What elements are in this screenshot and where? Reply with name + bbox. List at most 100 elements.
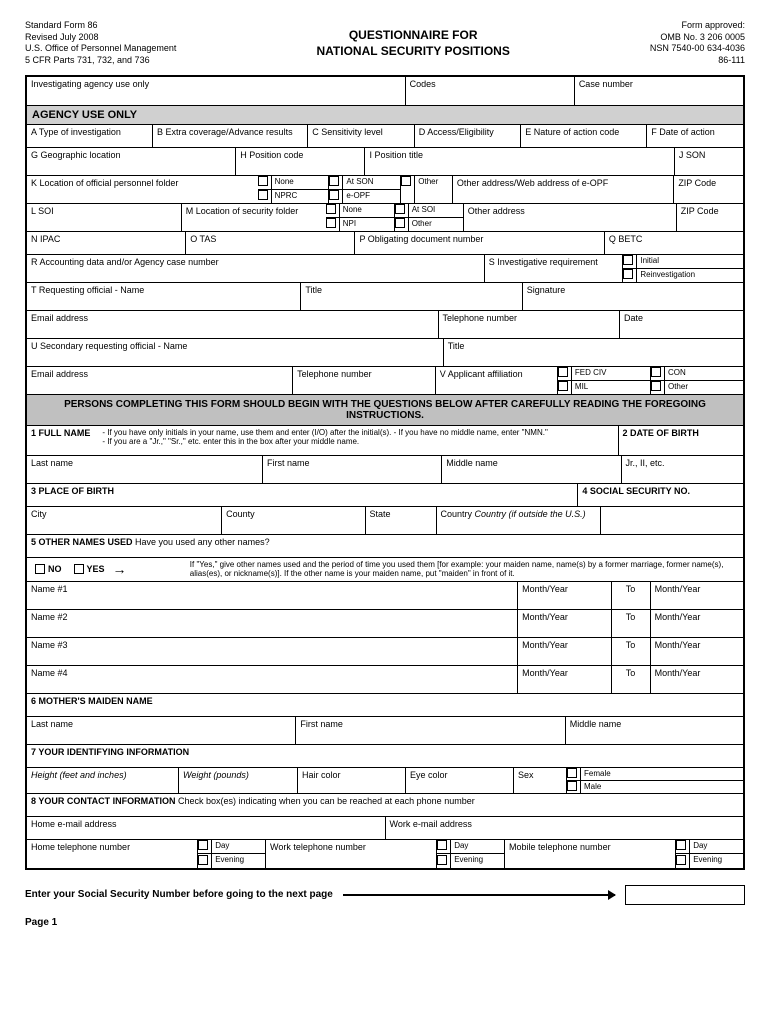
q4-ssn[interactable]	[601, 507, 743, 534]
checkbox-other-k[interactable]	[401, 176, 411, 186]
field-n[interactable]: N IPAC	[27, 232, 186, 254]
email2[interactable]: Email address	[27, 367, 293, 394]
ssn-input-box[interactable]	[625, 885, 745, 905]
field-t-title[interactable]: Title	[301, 283, 522, 310]
field-j[interactable]: J SON	[675, 148, 743, 175]
field-f[interactable]: F Date of action	[647, 125, 743, 147]
form-name: Standard Form 86	[25, 20, 176, 32]
checkbox-eopf[interactable]	[329, 190, 339, 200]
checkbox-male[interactable]	[567, 781, 577, 791]
q3-city[interactable]: City	[27, 507, 222, 534]
q8-home-email[interactable]: Home e-mail address	[27, 817, 386, 839]
q5-name1[interactable]: Name #1	[27, 582, 518, 609]
l-other-addr[interactable]: Other address	[464, 204, 677, 231]
date1[interactable]: Date	[620, 311, 743, 338]
investigating-cell[interactable]: Investigating agency use only	[27, 77, 406, 105]
field-d[interactable]: D Access/Eligibility	[415, 125, 522, 147]
q1-middle[interactable]: Middle name	[442, 456, 621, 483]
q7-height[interactable]: Height (feet and inches)	[27, 768, 179, 793]
q8-work-email[interactable]: Work e-mail address	[386, 817, 744, 839]
k-atson: At SON	[343, 176, 376, 189]
q1-last[interactable]: Last name	[27, 456, 263, 483]
tel1[interactable]: Telephone number	[439, 311, 621, 338]
q8-work-tel[interactable]: Work telephone number	[266, 840, 437, 868]
name2-my1[interactable]: Month/Year	[518, 610, 611, 637]
checkbox-q5-no[interactable]	[35, 564, 45, 574]
checkbox-atsoi[interactable]	[395, 204, 405, 214]
checkbox-work-day[interactable]	[437, 840, 447, 850]
q7-hair[interactable]: Hair color	[298, 768, 406, 793]
checkbox-work-evening[interactable]	[437, 855, 447, 865]
checkbox-mobile-day[interactable]	[676, 840, 686, 850]
name1-my2[interactable]: Month/Year	[651, 582, 743, 609]
q3-county[interactable]: County	[222, 507, 365, 534]
checkbox-none[interactable]	[258, 176, 268, 186]
field-r[interactable]: R Accounting data and/or Agency case num…	[27, 255, 485, 282]
checkbox-home-day[interactable]	[198, 840, 208, 850]
home-day: Day	[212, 840, 232, 854]
field-g[interactable]: G Geographic location	[27, 148, 236, 175]
tel2[interactable]: Telephone number	[293, 367, 436, 394]
checkbox-l-other[interactable]	[395, 218, 405, 228]
name2-my2[interactable]: Month/Year	[651, 610, 743, 637]
field-o[interactable]: O TAS	[186, 232, 355, 254]
email1[interactable]: Email address	[27, 311, 439, 338]
l-atsoi: At SOI	[409, 204, 439, 217]
case-number-cell[interactable]: Case number	[575, 77, 743, 105]
field-t-signature[interactable]: Signature	[523, 283, 743, 310]
q6-last[interactable]: Last name	[27, 717, 296, 744]
checkbox-initial[interactable]	[623, 255, 633, 265]
field-a[interactable]: A Type of investigation	[27, 125, 153, 147]
q5-name3[interactable]: Name #3	[27, 638, 518, 665]
checkbox-mil[interactable]	[558, 381, 568, 391]
field-u-title[interactable]: Title	[444, 339, 743, 366]
field-c[interactable]: C Sensitivity level	[308, 125, 415, 147]
checkbox-reinvest[interactable]	[623, 269, 633, 279]
checkbox-npi[interactable]	[326, 218, 336, 228]
field-l[interactable]: L SOI	[27, 204, 182, 231]
q5-name2[interactable]: Name #2	[27, 610, 518, 637]
k-other-addr[interactable]: Other address/Web address of e-OPF	[453, 176, 674, 203]
checkbox-con[interactable]	[651, 367, 661, 377]
row-q3-header: 3 PLACE OF BIRTH 4 SOCIAL SECURITY NO.	[27, 484, 743, 507]
q6-middle[interactable]: Middle name	[566, 717, 743, 744]
name4-my1[interactable]: Month/Year	[518, 666, 611, 693]
q7-weight[interactable]: Weight (pounds)	[179, 768, 298, 793]
q3-state[interactable]: State	[366, 507, 437, 534]
l-zip[interactable]: ZIP Code	[677, 204, 743, 231]
field-p[interactable]: P Obligating document number	[355, 232, 604, 254]
q5-name4[interactable]: Name #4	[27, 666, 518, 693]
q8-mobile[interactable]: Mobile telephone number	[505, 840, 676, 868]
field-q[interactable]: Q BETC	[605, 232, 743, 254]
field-t[interactable]: T Requesting official - Name	[27, 283, 301, 310]
field-h[interactable]: H Position code	[236, 148, 365, 175]
row-name3: Name #3 Month/Year To Month/Year	[27, 638, 743, 666]
q6-first[interactable]: First name	[296, 717, 565, 744]
field-b[interactable]: B Extra coverage/Advance results	[153, 125, 308, 147]
codes-cell[interactable]: Codes	[406, 77, 575, 105]
checkbox-fedciv[interactable]	[558, 367, 568, 377]
checkbox-female[interactable]	[567, 768, 577, 778]
name3-my2[interactable]: Month/Year	[651, 638, 743, 665]
field-e[interactable]: E Nature of action code	[521, 125, 647, 147]
q1-jr[interactable]: Jr., II, etc.	[622, 456, 744, 483]
checkbox-mobile-evening[interactable]	[676, 855, 686, 865]
name3-my1[interactable]: Month/Year	[518, 638, 611, 665]
checkbox-nprc[interactable]	[258, 190, 268, 200]
checkbox-home-evening[interactable]	[198, 855, 208, 865]
field-i[interactable]: I Position title	[365, 148, 674, 175]
checkbox-v-other[interactable]	[651, 381, 661, 391]
checkbox-l-none[interactable]	[326, 204, 336, 214]
footer-arrow-icon	[343, 894, 615, 896]
q7-eye[interactable]: Eye color	[406, 768, 514, 793]
checkbox-atson[interactable]	[329, 176, 339, 186]
checkbox-q5-yes[interactable]	[74, 564, 84, 574]
q1-first[interactable]: First name	[263, 456, 442, 483]
name1-my1[interactable]: Month/Year	[518, 582, 611, 609]
q3-country[interactable]: Country Country (if outside the U.S.)	[437, 507, 601, 534]
field-u[interactable]: U Secondary requesting official - Name	[27, 339, 444, 366]
row-l: L SOI M Location of security folder None…	[27, 204, 743, 232]
name4-my2[interactable]: Month/Year	[651, 666, 743, 693]
q8-home-tel[interactable]: Home telephone number	[27, 840, 198, 868]
k-zip[interactable]: ZIP Code	[674, 176, 743, 203]
